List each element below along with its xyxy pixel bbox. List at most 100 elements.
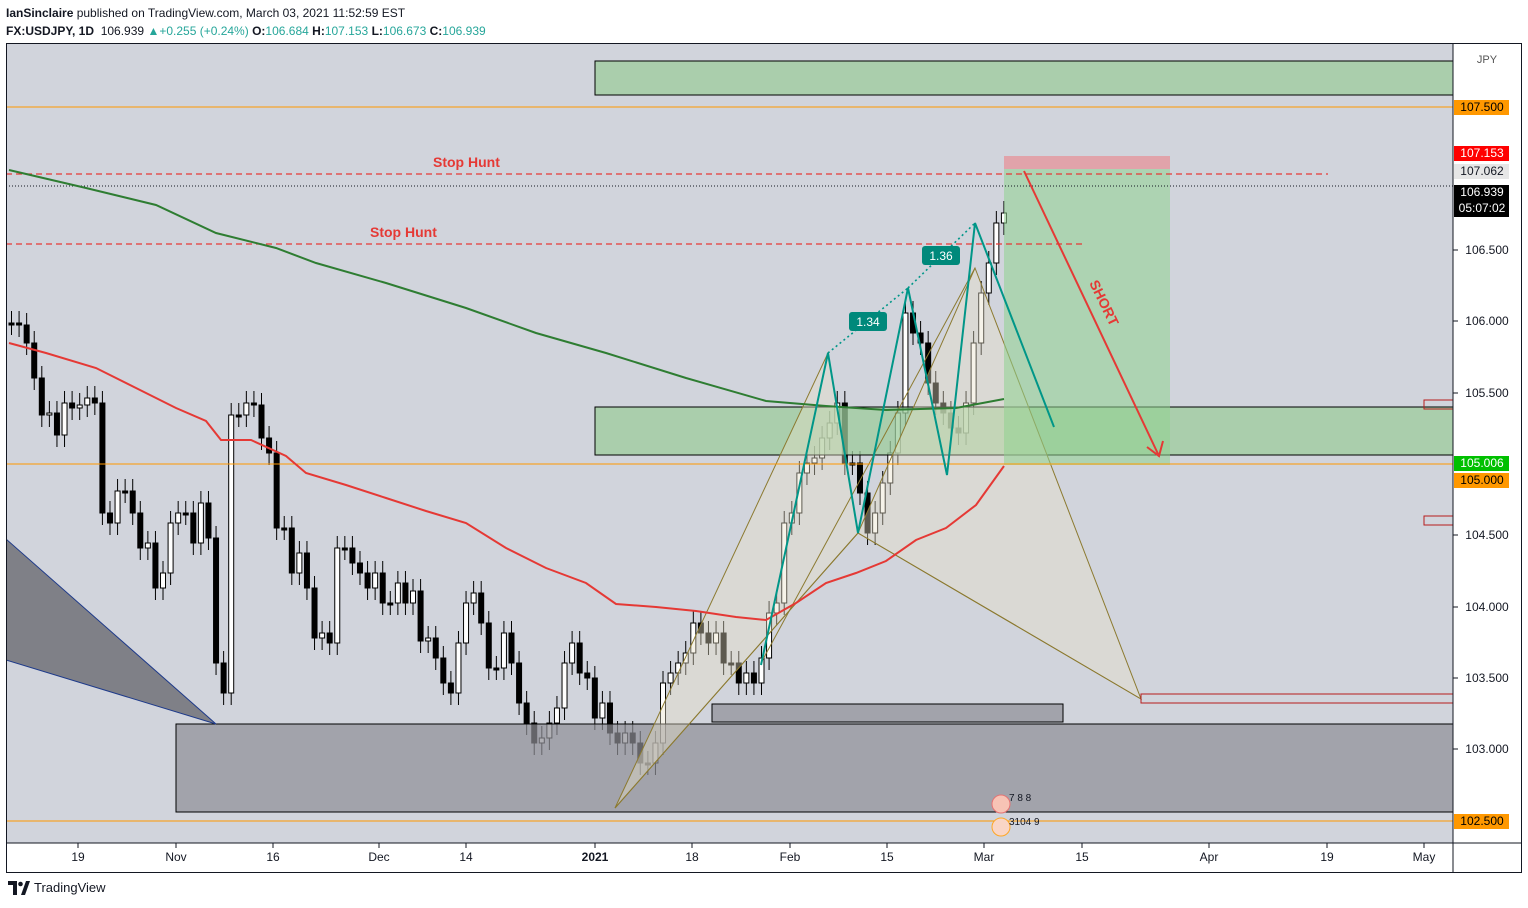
candle-body [160, 572, 167, 589]
candle-body [23, 324, 30, 344]
currency-label: JPY [1477, 54, 1498, 66]
candle-body [591, 677, 598, 719]
candle-body [213, 537, 220, 664]
ratio-badge-1[interactable] [849, 312, 887, 331]
publisher-name[interactable]: IanSinclaire [6, 6, 74, 20]
candle-body [288, 527, 295, 574]
candle-body [781, 522, 788, 604]
candle-body [69, 402, 76, 409]
price-axis[interactable]: 106.500 106.000 105.500 104.500 104.000 103.5… [1453, 243, 1509, 756]
candle-body [114, 490, 121, 524]
price-badge [1454, 164, 1509, 179]
countdown-label: 05:07:02 [1459, 201, 1506, 215]
time-tick-label: Apr [1200, 850, 1219, 864]
events-line-2: 3104 9 [1009, 817, 1040, 828]
candle-body [281, 527, 288, 531]
candle-body [122, 490, 129, 494]
time-tick-label: 15 [880, 850, 894, 864]
candle-body [970, 342, 977, 404]
time-tick-label: 18 [685, 850, 699, 864]
short-arrow-line[interactable] [1023, 170, 1160, 457]
brand-name: TradingView [34, 880, 106, 895]
stop-loss-zone[interactable] [1004, 156, 1170, 169]
candle-body [38, 377, 45, 416]
grey-zone-lower[interactable] [175, 723, 1454, 813]
time-tick-label: 16 [266, 850, 280, 864]
price-badge [1454, 473, 1509, 488]
candle-body [243, 402, 250, 416]
candle-body [993, 222, 1000, 264]
candle-body [250, 402, 257, 406]
candle-body [190, 512, 197, 544]
harmonic-leg-2 [857, 532, 1142, 700]
time-tick-label: 19 [71, 850, 85, 864]
candle-body [508, 632, 515, 664]
time-axis[interactable]: 19 Nov 16 Dec 14 2021 18 Feb 15 Mar 15 Apr 19 May [71, 843, 1435, 864]
candle-body [341, 547, 348, 551]
candle-body [220, 662, 227, 694]
footer-brand[interactable]: TradingView [8, 880, 106, 895]
price-chart[interactable]: 1.34 1.36 Stop Hunt Stop Hunt SHORT 7 8 … [5, 43, 1522, 873]
candle-body [728, 662, 735, 666]
ma-slow-line[interactable] [8, 169, 1005, 412]
candle-body [750, 672, 757, 684]
events-markers[interactable]: 7 8 8 3104 9 [991, 793, 1040, 837]
price-badge-label: 107.500 [1460, 100, 1504, 114]
candle-body [106, 512, 113, 524]
time-tick-label: May [1413, 850, 1436, 864]
price-badge [1454, 185, 1509, 217]
stop-hunt-label-lower: Stop Hunt [370, 224, 437, 240]
high-value: 107.153 [324, 24, 369, 38]
candle-body [803, 462, 810, 474]
candle-body [879, 482, 886, 514]
jp-flag-icon[interactable] [991, 817, 1011, 837]
candle-body [372, 572, 379, 589]
last-price: 106.939 [100, 24, 145, 38]
high-label: H: [312, 24, 325, 38]
candle-body [470, 592, 477, 604]
candle-body [356, 562, 363, 574]
events-line-1: 7 8 8 [1009, 793, 1032, 804]
candle-body [266, 437, 273, 454]
candle-body [53, 412, 60, 436]
us-flag-icon[interactable] [991, 794, 1011, 814]
candle-body [447, 682, 454, 694]
time-tick-label: 2021 [582, 850, 609, 864]
candle-body [84, 397, 91, 406]
candle-body [91, 397, 98, 404]
candle-body [258, 404, 265, 439]
candle-body [440, 657, 447, 684]
candle-body [387, 602, 394, 606]
time-tick-label: 15 [1075, 850, 1089, 864]
symbol-label[interactable]: FX:USDJPY, 1D [6, 24, 95, 38]
candle-body [720, 632, 727, 664]
price-badge-label: 105.000 [1460, 473, 1504, 487]
candle-body [932, 382, 939, 404]
candle-body [379, 572, 386, 604]
candle-body [713, 632, 720, 644]
candle-body [478, 592, 485, 624]
price-badge [1454, 100, 1509, 115]
ratio-badge-2[interactable] [922, 246, 960, 265]
ma-fast-line[interactable] [8, 342, 1005, 622]
time-tick-label: Dec [368, 850, 389, 864]
take-profit-zone[interactable] [1004, 169, 1170, 465]
grey-zone-small[interactable] [711, 703, 1064, 723]
open-label: O: [252, 24, 266, 38]
candle-body [796, 472, 803, 514]
candle-body [690, 622, 697, 654]
supply-zone-upper[interactable] [594, 60, 1454, 96]
candle-body [167, 522, 174, 574]
candle-body [432, 637, 439, 659]
chart-area[interactable]: 1.34 1.36 Stop Hunt Stop Hunt SHORT 7 8 … [5, 43, 1522, 873]
time-tick-label: 14 [459, 850, 473, 864]
candle-body [46, 412, 53, 416]
candle-body [326, 632, 333, 644]
price-badge [1454, 146, 1509, 161]
candle-body [311, 587, 318, 639]
harmonic-leg-3 [760, 267, 976, 664]
publish-info: published on TradingView.com, March 03, … [73, 6, 406, 20]
price-badge [1454, 814, 1509, 829]
price-badges: 107.500 107.153 107.062 106.939 05:07:02 105.… [1454, 100, 1509, 829]
close-label: C: [429, 24, 443, 38]
